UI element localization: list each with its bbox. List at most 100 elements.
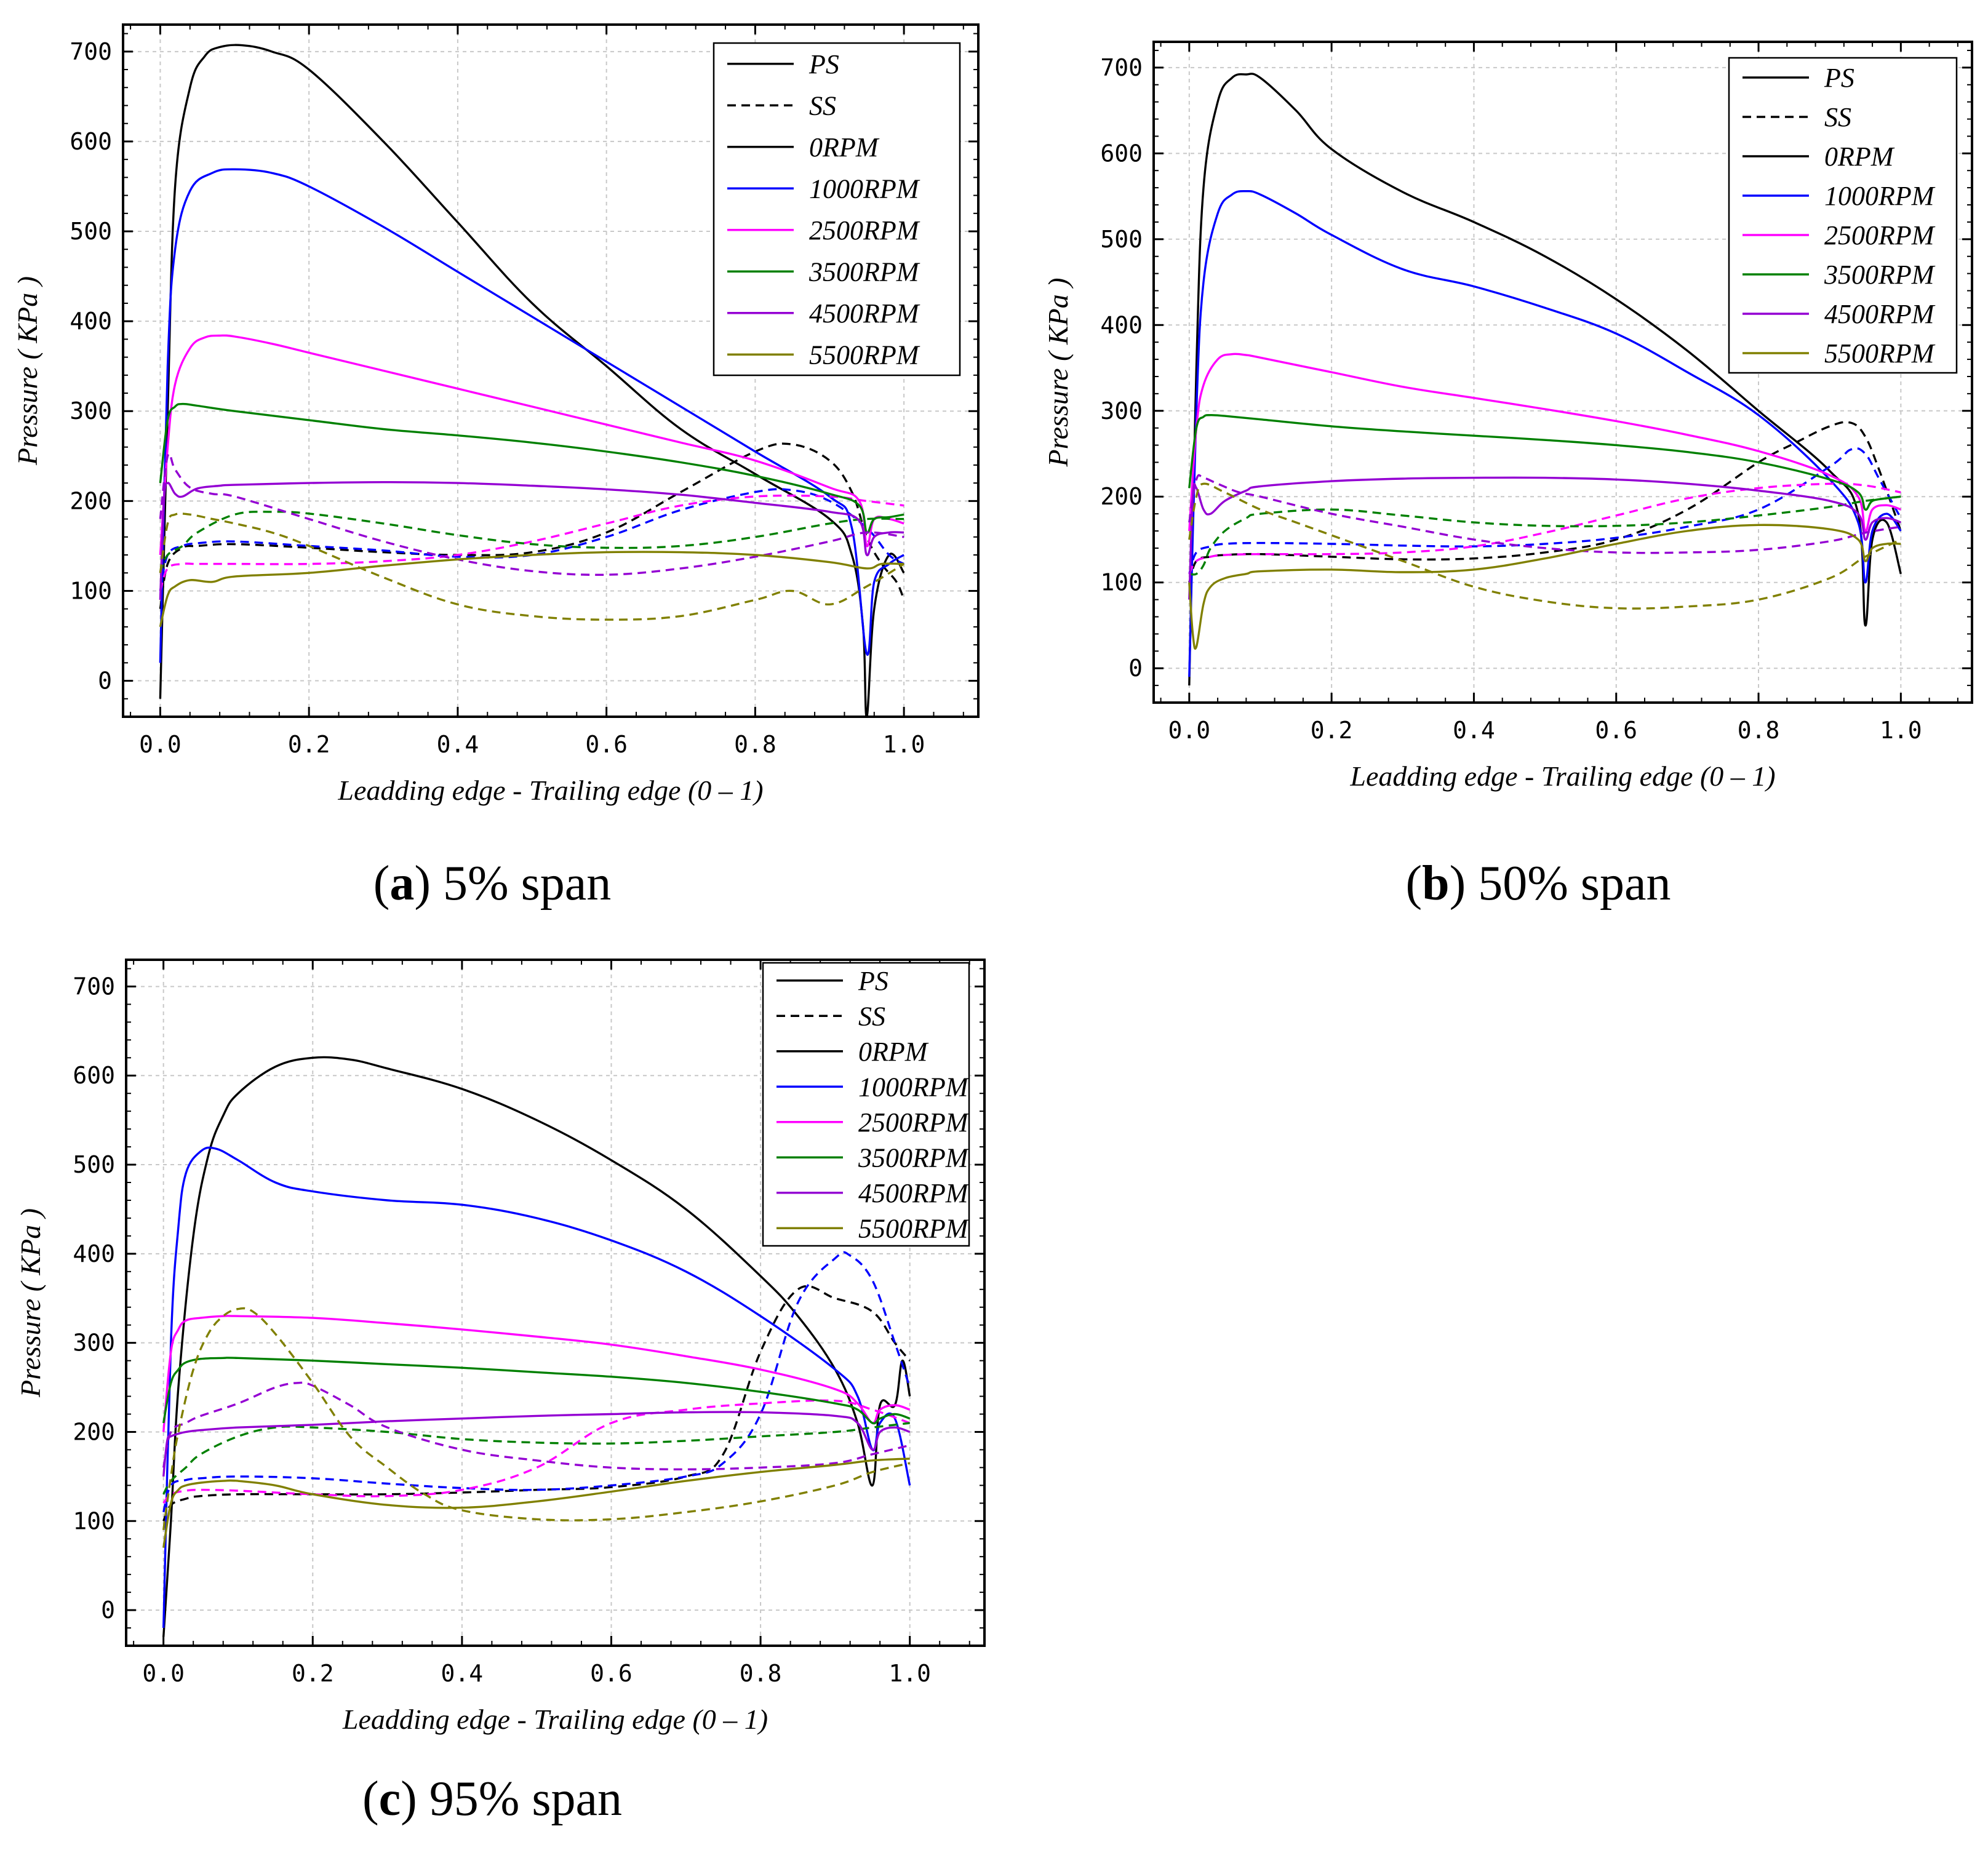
series-line-3500rpm-ss [159, 511, 904, 573]
series-line-2500rpm-ps [1188, 353, 1901, 532]
legend-label: 4500RPM [1824, 299, 1936, 329]
y-tick-label: 700 [70, 38, 112, 65]
plot-frame [125, 959, 986, 1647]
legend-label: 4500RPM [809, 298, 920, 329]
y-tick-label: 600 [1100, 140, 1143, 167]
legend-label: 4500RPM [858, 1178, 970, 1208]
x-tick-label: 0.4 [437, 731, 479, 758]
series-line-0rpm-ps [159, 44, 905, 717]
x-axis-label: Leadding edge - Trailing edge (0 – 1) [342, 1704, 768, 1735]
series-line-1000rpm-ps [162, 1146, 911, 1629]
y-tick-label: 100 [70, 577, 112, 604]
x-tick-label: 0.8 [740, 1660, 782, 1687]
series-line-3500rpm-ps [162, 1357, 911, 1425]
legend: PS SS 0RPM 1000RPM 2500RPM 3500RPM 4500RPM 5500… [713, 42, 961, 377]
legend-label: 2500RPM [858, 1107, 970, 1138]
y-tick-label: 0 [101, 1597, 115, 1624]
y-tick-label: 200 [70, 487, 112, 514]
series-line-2500rpm-ss [1188, 482, 1901, 575]
legend-label: 0RPM [809, 132, 880, 162]
legend-label: 0RPM [1824, 142, 1895, 172]
plot-frame [122, 23, 980, 718]
series-line-1000rpm-ps [1188, 189, 1902, 677]
x-tick-label: 1.0 [883, 731, 925, 758]
series-line-2500rpm-ss [159, 494, 904, 592]
y-tick-label: 300 [70, 397, 112, 425]
y-tick-label: 200 [1100, 483, 1143, 510]
series-line-3500rpm-ps [159, 402, 904, 534]
panel-caption: (b) 50% span [1405, 856, 1671, 911]
legend-label: 1000RPM [809, 173, 920, 204]
legend-label: SS [1824, 102, 1851, 132]
chart-panel-c: 0 100 200 300 400 500 600 700 0.0 0.2 0.4 0.6 0.8 1.0… [15, 959, 986, 1826]
plot-frame [1152, 41, 1973, 704]
y-tick-label: 500 [73, 1151, 115, 1178]
legend-label: 3500RPM [808, 257, 920, 287]
series-line-4500rpm-ps [1188, 476, 1901, 600]
legend-label: PS [808, 49, 839, 79]
series-line-3500rpm-ss [162, 1422, 910, 1495]
y-tick-label: 100 [73, 1507, 115, 1534]
series-line-5500rpm-ss [159, 512, 904, 621]
x-tick-label: 1.0 [888, 1660, 931, 1687]
series-line-5500rpm-ps [162, 1457, 910, 1548]
series-line-1000rpm-ps [159, 168, 904, 663]
y-tick-label: 600 [70, 128, 112, 155]
series-line-1000rpm-ss [162, 1251, 911, 1513]
x-tick-label: 0.6 [585, 731, 628, 758]
legend-box [713, 42, 961, 377]
gridlines [1154, 42, 1972, 703]
series-group [1188, 73, 1902, 686]
x-tick-label: 0.0 [1168, 717, 1211, 744]
series-line-2500rpm-ss [162, 1399, 911, 1504]
legend-label: SS [858, 1001, 885, 1031]
x-tick-label: 0.8 [1738, 717, 1780, 744]
gridlines [126, 960, 984, 1646]
panel-caption: (a) 5% span [373, 856, 612, 911]
legend-label: PS [1824, 63, 1854, 93]
series-line-0rpm-ss [159, 442, 905, 609]
series-line-2500rpm-ps [159, 334, 904, 556]
legend-label: 5500RPM [809, 340, 920, 370]
legend-label: SS [809, 90, 836, 121]
chart-panel-b: 0 100 200 300 400 500 600 700 0.0 0.2 0.4 0.6 0.8 1.0… [1042, 41, 1973, 911]
series-line-5500rpm-ps [159, 551, 904, 628]
legend-box [762, 962, 970, 1247]
x-axis-label: Leadding edge - Trailing edge (0 – 1) [337, 775, 763, 806]
gridlines [123, 25, 978, 717]
series-line-5500rpm-ss [1188, 482, 1902, 610]
legend: PS SS 0RPM 1000RPM 2500RPM 3500RPM 4500RPM 5500… [762, 962, 970, 1247]
y-tick-label: 400 [70, 308, 112, 335]
legend-label: 5500RPM [1824, 338, 1936, 369]
legend-box [1728, 57, 1958, 374]
y-tick-label: 700 [1100, 54, 1143, 81]
series-line-5500rpm-ss [162, 1307, 911, 1531]
y-tick-label: 400 [73, 1240, 115, 1267]
x-tick-label: 0.2 [1311, 717, 1353, 744]
x-tick-label: 0.2 [288, 731, 330, 758]
series-line-4500rpm-ps [162, 1411, 911, 1477]
series-line-4500rpm-ss [159, 452, 904, 576]
y-tick-label: 300 [73, 1330, 115, 1357]
y-tick-label: 300 [1100, 397, 1143, 425]
series-line-3500rpm-ss [1189, 495, 1901, 576]
x-tick-label: 0.0 [139, 731, 182, 758]
series-line-1000rpm-ss [1188, 447, 1902, 575]
y-tick-label: 100 [1100, 569, 1143, 596]
y-tick-label: 500 [70, 218, 112, 245]
series-line-4500rpm-ps [159, 481, 904, 600]
legend-label: PS [858, 966, 888, 996]
y-tick-label: 0 [1128, 655, 1143, 682]
x-tick-label: 0.4 [1453, 717, 1495, 744]
y-axis-label: Pressure ( KPa ) [12, 276, 43, 466]
legend-label: 0RPM [858, 1037, 929, 1067]
x-axis-label: Leadding edge - Trailing edge (0 – 1) [1349, 760, 1775, 792]
series-line-0rpm-ps [162, 1056, 911, 1637]
legend-label: 3500RPM [1824, 260, 1936, 290]
y-tick-label: 400 [1100, 311, 1143, 338]
panel-caption: (c) 95% span [362, 1772, 622, 1826]
series-line-4500rpm-ss [1188, 474, 1901, 554]
y-tick-label: 600 [73, 1062, 115, 1089]
y-axis-label: Pressure ( KPa ) [15, 1208, 46, 1398]
